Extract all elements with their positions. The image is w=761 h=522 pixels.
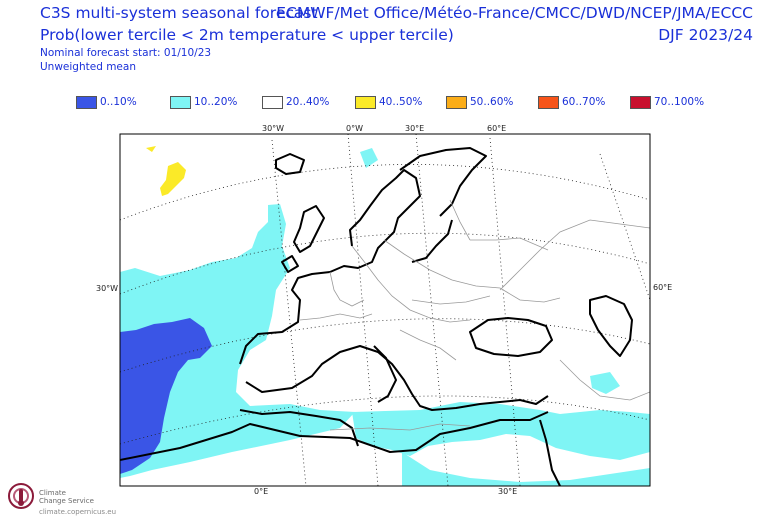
legend-item: 40..50% <box>355 94 422 110</box>
legend-item: 10..20% <box>170 94 237 110</box>
grid-label-top-30w: 30°W <box>262 124 284 133</box>
coastlines <box>120 147 633 486</box>
map-title: C3S multi-system seasonal forecast <box>40 4 318 22</box>
graticule <box>120 134 650 486</box>
legend-swatch <box>446 95 467 109</box>
grid-label-left-30w: 30°W <box>96 284 118 293</box>
legend-label: 50..60% <box>470 96 514 108</box>
legend-label: 60..70% <box>562 96 606 108</box>
legend-swatch <box>170 95 191 109</box>
logo-name-line1: Climate <box>39 489 66 497</box>
legend-swatch <box>262 95 283 109</box>
grid-label-top-0w: 0°W <box>346 124 363 133</box>
grid-label-top-30e: 30°E <box>405 124 424 133</box>
legend-label: 20..40% <box>286 96 330 108</box>
legend-label: 0..10% <box>100 96 137 108</box>
legend-swatch <box>630 95 651 109</box>
c3s-emblem-icon <box>8 483 34 509</box>
logo-name-line2: Change Service <box>39 497 94 505</box>
legend-swatch <box>355 95 376 109</box>
legend-item: 70..100% <box>630 94 704 110</box>
legend-item: 20..40% <box>262 94 329 110</box>
country-borders <box>299 199 650 431</box>
grid-label-right-60e: 60°E <box>653 283 672 292</box>
prob-0-10-region <box>120 318 212 474</box>
grid-label-bottom-0e: 0°E <box>254 487 268 496</box>
legend-item: 60..70% <box>538 94 605 110</box>
legend-swatch <box>538 95 559 109</box>
probability-legend: 0..10% 10..20% 20..40% 40..50% 50..60% 60..70… <box>0 94 761 112</box>
prob-10-20-regions <box>120 148 650 486</box>
weighting-note: Unweighted mean <box>40 61 136 73</box>
legend-label: 10..20% <box>194 96 238 108</box>
map-subtitle: Prob(lower tercile < 2m temperature < up… <box>40 26 454 44</box>
grid-label-bottom-30e: 30°E <box>498 487 517 496</box>
legend-item: 50..60% <box>446 94 513 110</box>
forecast-period: DJF 2023/24 <box>658 26 753 44</box>
grid-label-top-60e: 60°E <box>487 124 506 133</box>
logo-url: climate.copernicus.eu <box>39 508 117 516</box>
legend-label: 70..100% <box>654 96 705 108</box>
model-sources: ECMWF/Met Office/Météo-France/CMCC/DWD/N… <box>276 4 753 22</box>
forecast-start-note: Nominal forecast start: 01/10/23 <box>40 47 212 59</box>
prob-40-50-regions <box>146 146 186 196</box>
legend-item: 0..10% <box>76 94 137 110</box>
legend-swatch <box>76 95 97 109</box>
legend-label: 40..50% <box>379 96 423 108</box>
map-frame <box>119 133 651 487</box>
copernicus-logo: Climate Change Service climate.copernicu… <box>6 480 146 520</box>
